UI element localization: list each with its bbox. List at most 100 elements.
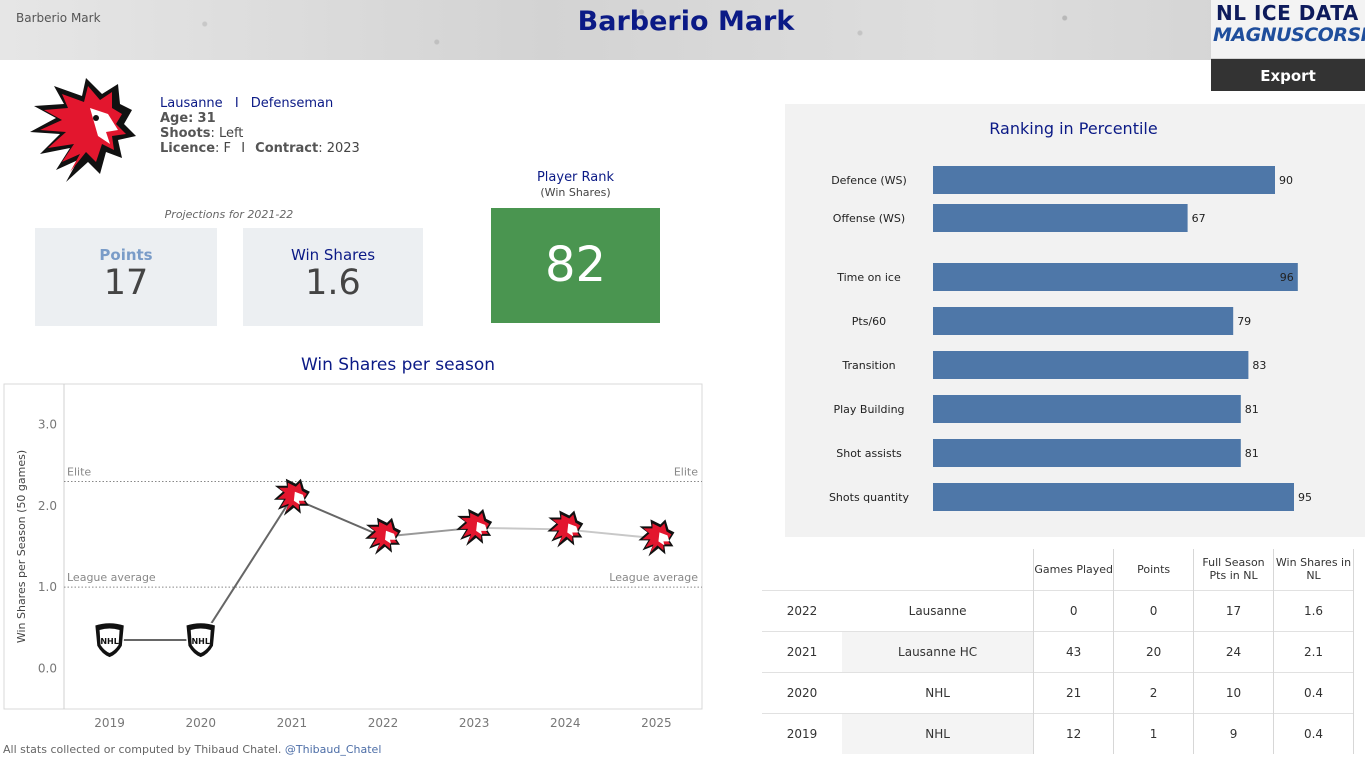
info-separator: I	[234, 96, 239, 111]
cell-year: 2022	[762, 589, 842, 631]
cell-win-shares: 0.4	[1273, 712, 1354, 754]
bar-category-label: Time on ice	[836, 271, 901, 284]
export-button[interactable]: Export	[1211, 59, 1365, 91]
header-games-played: Games Played	[1033, 549, 1114, 590]
bar-value-label: 83	[1252, 359, 1266, 372]
header-banner: Barberio Mark Barberio Mark NL ICE DATA …	[0, 0, 1365, 60]
cell-games: 43	[1033, 630, 1114, 672]
table-header-row: Games Played Points Full Season Pts in N…	[762, 549, 1354, 590]
player-team: Lausanne	[160, 96, 223, 111]
bar	[933, 351, 1249, 379]
svg-text:NHL: NHL	[100, 637, 119, 646]
season-stats-table: Games Played Points Full Season Pts in N…	[762, 549, 1354, 754]
cell-team: NHL	[841, 671, 1034, 713]
footer-handle-link[interactable]: @Thibaud_Chatel	[284, 743, 382, 756]
x-tick-label: 2022	[368, 716, 399, 730]
lion-marker-icon	[365, 517, 401, 555]
cell-year: 2019	[762, 712, 842, 754]
bar	[933, 439, 1241, 467]
cell-games: 21	[1033, 671, 1114, 713]
player-age: 31	[197, 111, 216, 126]
brand-logo: NL ICE DATA MAGNUSCORSI	[1211, 0, 1365, 58]
points-card: Points 17	[35, 228, 217, 326]
x-tick-label: 2020	[185, 716, 216, 730]
win-shares-value: 1.6	[305, 263, 361, 303]
bar	[933, 483, 1294, 511]
cell-year: 2021	[762, 630, 842, 672]
header-win-shares: Win Shares in NL	[1273, 549, 1354, 590]
bar-category-label: Pts/60	[852, 315, 886, 328]
bar-value-label: 95	[1298, 491, 1312, 504]
reference-label-left: Elite	[67, 466, 91, 479]
cell-points: 20	[1113, 630, 1194, 672]
bar	[933, 166, 1275, 194]
x-tick-label: 2024	[550, 716, 581, 730]
contract-label: Contract	[255, 141, 319, 156]
table-row: 2022 Lausanne 0 0 17 1.6	[762, 589, 1354, 631]
cell-points: 2	[1113, 671, 1194, 713]
svg-text:NHL: NHL	[191, 637, 210, 646]
breadcrumb: Barberio Mark	[16, 11, 101, 25]
licence-label: Licence	[160, 141, 216, 156]
bar	[933, 204, 1188, 232]
cell-win-shares: 1.6	[1273, 589, 1354, 631]
series-line-segment	[565, 528, 657, 540]
win-shares-card: Win Shares 1.6	[243, 228, 423, 326]
reference-label-right: Elite	[674, 466, 698, 479]
bar-value-label: 67	[1192, 212, 1206, 225]
y-tick-label: 0.0	[38, 661, 57, 675]
bar-value-label: 96	[1280, 271, 1294, 284]
nhl-shield-icon: NHL	[93, 621, 126, 659]
player-position: Defenseman	[250, 96, 334, 111]
lion-marker-icon	[273, 478, 310, 516]
brand-subname: MAGNUSCORSI	[1213, 24, 1365, 46]
lion-marker-icon	[456, 508, 493, 546]
y-axis-label: Win Shares per Season (50 games)	[15, 450, 28, 643]
header-points: Points	[1113, 549, 1194, 590]
win-shares-label: Win Shares	[290, 246, 376, 264]
cell-games: 0	[1033, 589, 1114, 631]
lion-marker-icon	[547, 510, 584, 548]
age-label: Age:	[160, 111, 194, 126]
player-info: Lausanne I Defenseman Age: 31 Shoots: Le…	[160, 96, 360, 156]
bar-value-label: 79	[1237, 315, 1251, 328]
cell-points: 0	[1113, 589, 1194, 631]
bar-value-label: 81	[1245, 447, 1259, 460]
cell-team: Lausanne HC	[841, 630, 1034, 672]
player-shoots: : Left	[210, 126, 244, 141]
cell-win-shares: 2.1	[1273, 630, 1354, 672]
x-tick-label: 2021	[277, 716, 308, 730]
rank-title: Player Rank	[536, 170, 615, 185]
shoots-label: Shoots	[160, 126, 211, 141]
cell-full-pts: 24	[1193, 630, 1274, 672]
points-value: 17	[103, 263, 149, 303]
page-title: Barberio Mark	[577, 6, 795, 37]
cell-full-pts: 17	[1193, 589, 1274, 631]
bar-category-label: Offense (WS)	[833, 212, 905, 225]
player-rank-label: Player Rank (Win Shares)	[491, 170, 660, 200]
player-rank-value: 82	[491, 208, 660, 323]
table-row: 2019 NHL 12 1 9 0.4	[762, 712, 1354, 754]
x-tick-label: 2019	[94, 716, 125, 730]
brand-name: NL ICE DATA	[1216, 1, 1359, 25]
reference-label-left: League average	[67, 571, 156, 584]
bar-category-label: Defence (WS)	[831, 174, 907, 187]
y-tick-label: 1.0	[38, 580, 57, 594]
ranking-title: Ranking in Percentile	[989, 119, 1158, 138]
ranking-bar-chart: Defence (WS) 90 Offense (WS) 67 Time on ice 9…	[829, 166, 1312, 511]
bar	[933, 307, 1234, 335]
points-label: Points	[99, 246, 153, 264]
header-team	[842, 549, 1034, 590]
table-row: 2021 Lausanne HC 43 20 24 2.1	[762, 630, 1354, 672]
header-full-season-pts: Full Season Pts in NL	[1193, 549, 1274, 590]
series-line-segment	[199, 497, 293, 641]
cell-win-shares: 0.4	[1273, 671, 1354, 713]
projections-label: Projections for 2021-22	[164, 208, 294, 221]
bar-category-label: Shot assists	[836, 447, 902, 460]
y-tick-label: 3.0	[38, 418, 57, 432]
cell-games: 12	[1033, 712, 1114, 754]
reference-label-right: League average	[609, 571, 698, 584]
win-shares-line-chart: Win Shares per Season (50 games) 0.0 1.0 2…	[3, 383, 703, 730]
player-licence: : F	[215, 141, 232, 156]
cell-team: NHL	[841, 712, 1034, 754]
